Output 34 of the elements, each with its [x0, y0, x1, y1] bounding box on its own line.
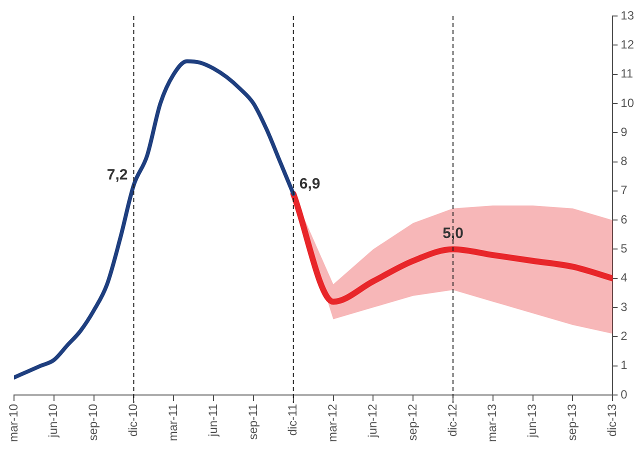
- y-tick-label: 13: [620, 8, 634, 22]
- x-tick-label: mar-11: [166, 404, 180, 442]
- y-tick-label: 0: [620, 387, 628, 402]
- y-tick-label: 11: [620, 66, 634, 81]
- y-tick-label: 5: [620, 242, 628, 256]
- x-tick-label: jun-13: [525, 404, 540, 438]
- x-tick-label: sep-12: [405, 404, 420, 441]
- y-tick-label: 8: [620, 154, 628, 168]
- annotation: 7,2: [106, 166, 128, 184]
- x-tick-label: dic-11: [286, 404, 300, 436]
- annotation: 5,0: [442, 224, 464, 242]
- annotation: 6,9: [299, 175, 320, 192]
- x-tick-label: jun-11: [206, 404, 220, 438]
- y-tick-label: 2: [620, 328, 628, 343]
- y-tick-label: 3: [620, 300, 628, 314]
- x-tick-label: sep-13: [565, 404, 580, 441]
- x-tick-label: sep-10: [86, 404, 100, 441]
- y-tick-label: 7: [620, 183, 628, 198]
- x-tick-label: mar-13: [485, 404, 500, 442]
- x-tick-label: jun-10: [46, 404, 60, 438]
- line-series: [14, 59, 296, 380]
- x-tick-label: dic-12: [445, 404, 460, 437]
- x-tick-label: dic-13: [604, 404, 619, 437]
- x-tick-label: sep-11: [246, 404, 260, 440]
- x-tick-label: mar-10: [6, 404, 20, 442]
- y-tick-label: 1: [620, 358, 628, 372]
- y-tick-label: 10: [620, 96, 634, 110]
- y-tick-label: 4: [620, 270, 628, 285]
- x-tick-label: jun-12: [366, 404, 380, 438]
- y-tick-label: 12: [620, 37, 634, 52]
- y-tick-label: 6: [620, 212, 628, 226]
- x-tick-label: mar-12: [326, 404, 340, 442]
- y-tick-label: 9: [620, 124, 628, 139]
- x-tick-label: dic-10: [126, 404, 140, 437]
